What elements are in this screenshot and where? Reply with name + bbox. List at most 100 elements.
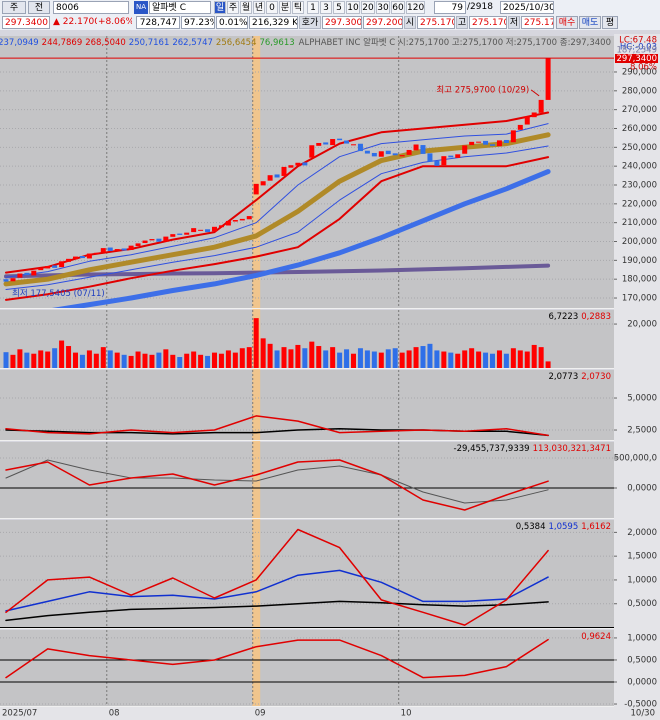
count-input[interactable]: 79 (434, 1, 466, 14)
exchange-select[interactable]: 전 (28, 1, 50, 14)
header-value: 262,5747 (172, 38, 213, 48)
volume-bar (462, 350, 468, 368)
indicator-line (5, 415, 549, 437)
period-button[interactable]: 월 (240, 1, 252, 14)
volume-bar (212, 352, 217, 368)
high-price: 275.1700 (469, 16, 507, 29)
candle-body (378, 151, 384, 157)
volume-bar (531, 344, 537, 368)
period-button[interactable]: 일 (214, 1, 226, 14)
volume-bar (246, 347, 252, 368)
y-tick-label: -0,5000 (624, 700, 657, 710)
price: 297.3400 (2, 16, 50, 29)
balance-button[interactable]: 평 (602, 16, 618, 29)
candle-body (232, 220, 238, 222)
candle-body (184, 232, 190, 235)
candle-body (191, 228, 197, 233)
period-button[interactable]: 30 (376, 1, 390, 14)
bid: 297.2000 (363, 16, 403, 29)
period-button[interactable]: 년 (253, 1, 265, 14)
candle-body (531, 112, 537, 118)
header-value: -29,455,737,9339 (454, 444, 530, 454)
period-button[interactable]: 3 (320, 1, 332, 14)
volume-bar (170, 354, 176, 368)
candle-body (490, 144, 495, 146)
period-button[interactable]: 틱 (292, 1, 304, 14)
candle-body (31, 270, 37, 276)
volume-bar (156, 352, 162, 368)
panel-header: 0,5384 1,0595 1,6162 (516, 522, 611, 532)
panel (0, 520, 614, 628)
candle-body (448, 155, 454, 158)
annotation: 최고 275,9700 (10/29) (436, 84, 529, 95)
header-value: 250,7161 (129, 38, 170, 48)
y-tick-label: 1,0000 (627, 633, 657, 643)
quote-label: 호가 (299, 16, 321, 29)
header-value: 2,0773 (549, 372, 579, 382)
volume-bar (503, 353, 509, 368)
period-button[interactable]: 20 (361, 1, 375, 14)
volume-bar (483, 352, 489, 368)
candle-body (225, 220, 231, 226)
y-tick-label: 180,000 (622, 275, 657, 285)
volume-bar (545, 361, 551, 368)
name-input[interactable]: 알파벳 C (149, 1, 211, 14)
candle-body (427, 153, 433, 162)
toolbar-row: 주 전 8006 NA 알파벳 C 일 주 월 년 0 분 틱 1 3 5 10… (0, 0, 660, 15)
candle-body (281, 166, 287, 176)
volume-bar (128, 355, 134, 368)
last-price-box (615, 54, 658, 63)
market-select[interactable]: 주 (2, 1, 26, 14)
period-button[interactable]: 0 (266, 1, 278, 14)
candle-body (330, 139, 336, 146)
candle-body (149, 239, 155, 241)
annotation-arrow (530, 89, 540, 97)
period-button[interactable]: 분 (279, 1, 291, 14)
candle-body (38, 268, 44, 271)
axis-background (614, 34, 660, 720)
period-button[interactable]: 120 (406, 1, 425, 14)
period-button[interactable]: 주 (227, 1, 239, 14)
candle-body (73, 256, 78, 260)
candle-body (295, 162, 301, 166)
candle-body (371, 152, 377, 157)
volume-bar (17, 349, 23, 368)
change-rate: +8.06% (98, 17, 132, 27)
panel-background (0, 370, 614, 440)
last-label: 187,2349 (616, 46, 657, 56)
candle-body (316, 142, 322, 146)
volume-bar (59, 340, 65, 368)
date-input[interactable]: 2025/10/30 (500, 1, 554, 14)
candle-body (198, 229, 204, 231)
volume-bar (399, 352, 405, 368)
header-value: 0,9624 (581, 632, 611, 642)
candle-body (253, 183, 259, 195)
period-button[interactable]: 1 (307, 1, 319, 14)
header-value: 256,6454 (216, 38, 257, 48)
x-tick-label: 09 (255, 709, 266, 719)
volume-bar (260, 338, 266, 368)
x-tick-label: 2025/07 (2, 709, 37, 719)
period-button[interactable]: 10 (346, 1, 360, 14)
period-button[interactable]: 60 (391, 1, 405, 14)
y-tick-label: 2,5000 (627, 426, 657, 436)
quote-label: 고 (456, 16, 468, 29)
volume-bar (93, 353, 99, 368)
sell-button[interactable]: 매도 (579, 16, 601, 29)
candle-body (496, 140, 502, 147)
volume-bar (149, 354, 155, 368)
candle-body (483, 140, 489, 145)
volume-bar (288, 349, 294, 368)
volume-bar (434, 350, 440, 368)
highlight-band (252, 36, 261, 706)
x-tick-label: 10 (401, 709, 412, 719)
period-button[interactable]: 5 (333, 1, 345, 14)
candle-body (212, 226, 217, 232)
y-tick-label: 190,000 (622, 256, 657, 266)
buy-button[interactable]: 매수 (556, 16, 578, 29)
badge: NA (134, 1, 148, 14)
indicator-line (5, 638, 549, 679)
code-input[interactable]: 8006 (53, 1, 129, 14)
y-tick-label: 1,0000 (627, 575, 657, 585)
